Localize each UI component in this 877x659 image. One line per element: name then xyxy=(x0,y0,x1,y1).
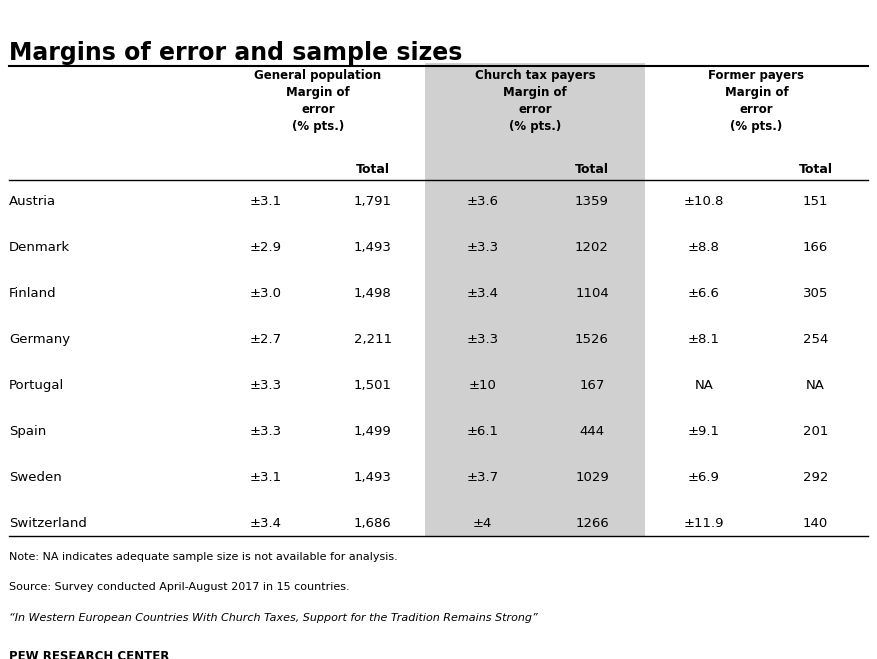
Text: Margins of error and sample sizes: Margins of error and sample sizes xyxy=(9,41,462,65)
Bar xyxy=(425,63,645,536)
Text: 1,791: 1,791 xyxy=(353,195,392,208)
Text: Total: Total xyxy=(356,163,389,177)
Text: 305: 305 xyxy=(803,287,828,301)
Text: NA: NA xyxy=(806,380,825,392)
Text: Church tax payers
Margin of
error
(% pts.): Church tax payers Margin of error (% pts… xyxy=(474,69,595,133)
Text: “In Western European Countries With Church Taxes, Support for the Tradition Rema: “In Western European Countries With Chur… xyxy=(9,613,538,623)
Text: 1202: 1202 xyxy=(575,241,609,254)
Text: 1526: 1526 xyxy=(575,333,609,347)
Text: ±3.3: ±3.3 xyxy=(467,241,498,254)
Text: 1,493: 1,493 xyxy=(353,241,392,254)
Text: 444: 444 xyxy=(580,425,604,438)
Text: ±6.6: ±6.6 xyxy=(688,287,720,301)
Text: ±8.1: ±8.1 xyxy=(688,333,720,347)
Text: General population
Margin of
error
(% pts.): General population Margin of error (% pt… xyxy=(254,69,381,133)
Text: ±4: ±4 xyxy=(473,517,492,530)
Text: PEW RESEARCH CENTER: PEW RESEARCH CENTER xyxy=(9,650,169,659)
Text: Total: Total xyxy=(799,163,832,177)
Text: ±3.3: ±3.3 xyxy=(467,333,498,347)
Text: ±3.1: ±3.1 xyxy=(249,471,282,484)
Text: 292: 292 xyxy=(803,471,828,484)
Text: 1359: 1359 xyxy=(575,195,609,208)
Text: ±8.8: ±8.8 xyxy=(688,241,720,254)
Text: ±9.1: ±9.1 xyxy=(688,425,720,438)
Text: Source: Survey conducted April-August 2017 in 15 countries.: Source: Survey conducted April-August 20… xyxy=(9,583,349,592)
Text: ±6.9: ±6.9 xyxy=(688,471,720,484)
Text: 151: 151 xyxy=(802,195,829,208)
Text: ±3.4: ±3.4 xyxy=(467,287,498,301)
Text: Sweden: Sweden xyxy=(9,471,61,484)
Text: ±2.9: ±2.9 xyxy=(249,241,282,254)
Text: ±10: ±10 xyxy=(468,380,496,392)
Text: ±3.0: ±3.0 xyxy=(249,287,282,301)
Text: ±3.1: ±3.1 xyxy=(249,195,282,208)
Text: 2,211: 2,211 xyxy=(353,333,392,347)
Text: Austria: Austria xyxy=(9,195,56,208)
Text: 1,498: 1,498 xyxy=(353,287,392,301)
Text: 1104: 1104 xyxy=(575,287,609,301)
Text: 167: 167 xyxy=(580,380,604,392)
Text: 254: 254 xyxy=(803,333,828,347)
Text: 1,501: 1,501 xyxy=(353,380,392,392)
Text: 201: 201 xyxy=(803,425,828,438)
Text: ±3.3: ±3.3 xyxy=(249,380,282,392)
Text: ±3.4: ±3.4 xyxy=(249,517,282,530)
Text: ±3.3: ±3.3 xyxy=(249,425,282,438)
Text: ±11.9: ±11.9 xyxy=(683,517,724,530)
Text: NA: NA xyxy=(695,380,713,392)
Text: Switzerland: Switzerland xyxy=(9,517,87,530)
Text: 1,499: 1,499 xyxy=(353,425,392,438)
Text: 1029: 1029 xyxy=(575,471,609,484)
Text: Former payers
Margin of
error
(% pts.): Former payers Margin of error (% pts.) xyxy=(709,69,804,133)
Text: ±3.6: ±3.6 xyxy=(467,195,498,208)
Text: ±3.7: ±3.7 xyxy=(467,471,498,484)
Text: Germany: Germany xyxy=(9,333,70,347)
Text: 140: 140 xyxy=(803,517,828,530)
Text: 1,493: 1,493 xyxy=(353,471,392,484)
Text: Finland: Finland xyxy=(9,287,56,301)
Text: ±6.1: ±6.1 xyxy=(467,425,498,438)
Text: ±2.7: ±2.7 xyxy=(249,333,282,347)
Text: 1266: 1266 xyxy=(575,517,609,530)
Text: Spain: Spain xyxy=(9,425,46,438)
Text: Portugal: Portugal xyxy=(9,380,64,392)
Text: Note: NA indicates adequate sample size is not available for analysis.: Note: NA indicates adequate sample size … xyxy=(9,552,397,562)
Text: 1,686: 1,686 xyxy=(353,517,392,530)
Text: ±10.8: ±10.8 xyxy=(683,195,724,208)
Text: Denmark: Denmark xyxy=(9,241,70,254)
Text: Total: Total xyxy=(575,163,609,177)
Text: 166: 166 xyxy=(803,241,828,254)
